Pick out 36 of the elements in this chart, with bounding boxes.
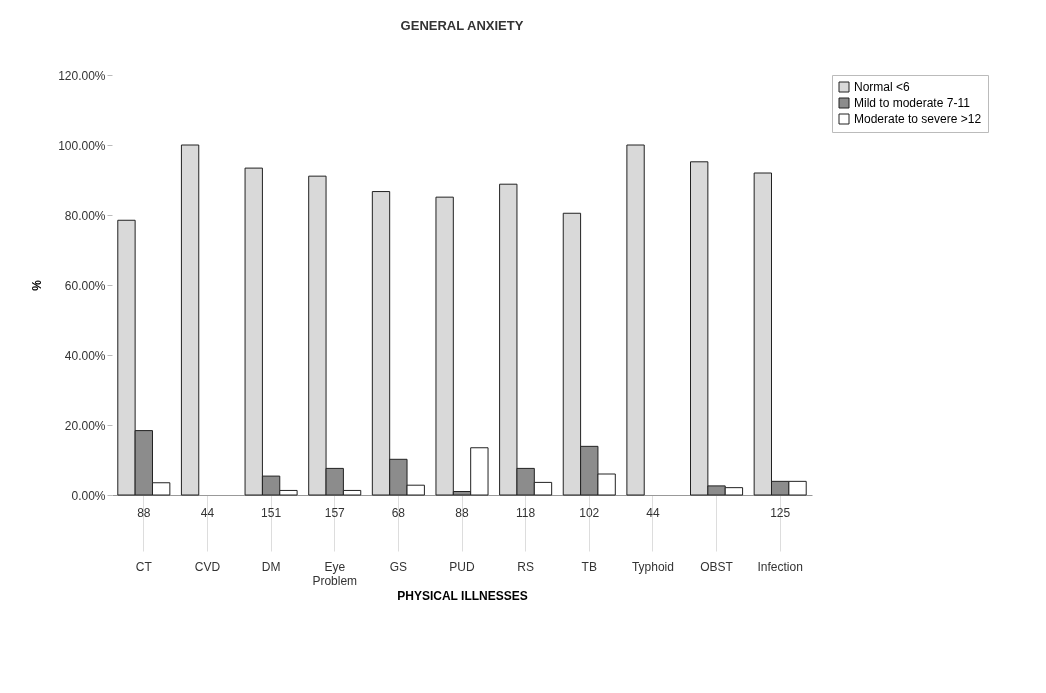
- x-tick-label: CVD: [194, 559, 221, 574]
- x-tick-label: Eye Problem: [312, 559, 358, 588]
- legend-label: Moderate to severe >12: [854, 112, 982, 126]
- y-tick-label: 80.00%: [64, 208, 106, 223]
- annotation: 88: [455, 506, 469, 520]
- legend-label: Mild to moderate 7-11: [854, 96, 971, 110]
- annotation: 118: [516, 506, 536, 520]
- x-tick-label: OBST: [700, 559, 734, 574]
- annotation: 157: [324, 506, 346, 520]
- y-tick-label: 60.00%: [64, 278, 106, 293]
- annotation: 44: [200, 506, 215, 520]
- y-tick-label: 0.00%: [71, 488, 106, 503]
- annotation: 151: [261, 506, 282, 520]
- chart-title: GENERAL ANXIETY: [400, 18, 524, 33]
- legend-label: Normal <6: [854, 80, 911, 94]
- x-tick-label: CT: [135, 559, 153, 574]
- x-tick-label: GS: [389, 559, 408, 574]
- x-tick-label: RS: [517, 559, 534, 574]
- x-axis-title: PHYSICAL ILLNESSES: [397, 588, 528, 603]
- annotation: 44: [646, 506, 660, 520]
- y-tick-label: 20.00%: [64, 418, 106, 433]
- x-tick-label: Infection: [757, 559, 803, 574]
- bar: [626, 144, 645, 496]
- annotation: 102: [579, 506, 600, 520]
- x-tick-label: DM: [261, 559, 281, 574]
- x-tick-label: PUD: [449, 559, 475, 574]
- bar: [180, 144, 200, 496]
- y-tick-label: 40.00%: [64, 348, 106, 363]
- y-axis-title: %: [30, 279, 45, 291]
- y-tick-label: 100.00%: [58, 138, 106, 153]
- annotation: 88: [137, 506, 151, 520]
- y-tick-label: 120.00%: [58, 68, 106, 83]
- x-tick-label: Typhoid: [631, 559, 674, 574]
- annotation: 125: [770, 506, 791, 520]
- x-tick-label: TB: [581, 559, 597, 574]
- annotation: 68: [391, 506, 406, 520]
